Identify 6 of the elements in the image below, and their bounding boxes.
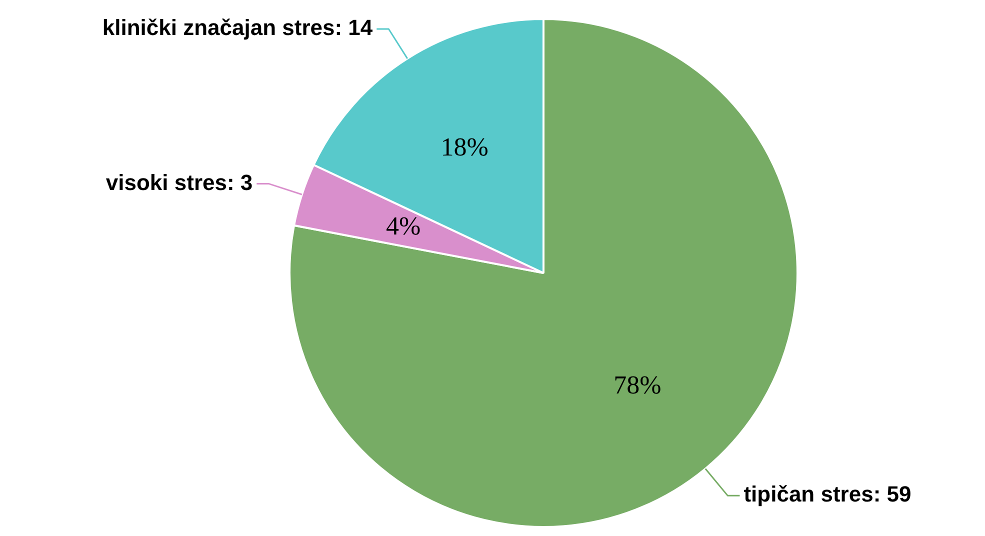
data-label: 78% <box>614 370 662 400</box>
slice-label: visoki stres: 3 <box>106 170 253 195</box>
slice-label: klinički značajan stres: 14 <box>102 15 374 40</box>
slice-label: tipičan stres: 59 <box>744 482 912 507</box>
data-label: 4% <box>386 211 421 240</box>
data-label: 18% <box>440 132 488 162</box>
